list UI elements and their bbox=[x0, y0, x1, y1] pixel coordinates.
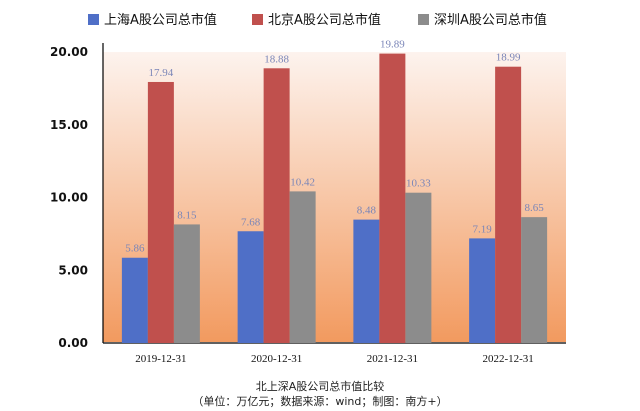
bar-1-3 bbox=[495, 66, 522, 344]
y-tick-label-3: 15.00 bbox=[50, 118, 88, 132]
x-tick-label-3: 2022-12-31 bbox=[482, 353, 533, 365]
value-label-2-1: 10.42 bbox=[290, 176, 315, 188]
value-labels: 5.86 17.94 8.15 7.68 18.88 10.42 8.48 19.89 10.3… bbox=[125, 39, 544, 255]
bar-0-3 bbox=[469, 238, 496, 343]
bar-chart: 上海A股公司总市值 北京A股公司总市值 深圳A股公司总市值 0.00 5.00 10.0… bbox=[50, 12, 566, 365]
y-tick-label-1: 5.00 bbox=[58, 263, 88, 277]
value-label-1-3: 18.99 bbox=[496, 52, 521, 64]
legend-swatch-2 bbox=[418, 14, 429, 25]
bar-0-0 bbox=[121, 257, 148, 343]
chart-caption-note: （单位：万亿元；数据来源：wind；制图：南方+） bbox=[192, 395, 448, 408]
bar-2-1 bbox=[289, 191, 316, 343]
legend: 上海A股公司总市值 北京A股公司总市值 深圳A股公司总市值 bbox=[88, 12, 547, 28]
value-label-0-1: 7.68 bbox=[241, 216, 261, 228]
value-label-0-0: 5.86 bbox=[125, 243, 145, 255]
legend-label-1: 北京A股公司总市值 bbox=[268, 12, 381, 28]
chart-caption-title: 北上深A股公司总市值比较 bbox=[255, 380, 385, 393]
value-label-2-2: 10.33 bbox=[406, 178, 431, 190]
legend-swatch-1 bbox=[252, 14, 263, 25]
value-label-1-1: 18.88 bbox=[264, 53, 289, 65]
value-label-1-0: 17.94 bbox=[149, 67, 174, 79]
bar-1-2 bbox=[379, 53, 406, 344]
value-label-0-2: 8.48 bbox=[357, 205, 377, 217]
y-tick-label-2: 10.00 bbox=[50, 191, 88, 205]
legend-label-2: 深圳A股公司总市值 bbox=[434, 12, 547, 28]
bar-1-1 bbox=[263, 68, 290, 344]
y-axis-ticks: 0.00 5.00 10.00 15.00 20.00 bbox=[50, 45, 88, 350]
value-label-2-3: 8.65 bbox=[525, 202, 545, 214]
bar-2-0 bbox=[173, 224, 200, 343]
bar-0-1 bbox=[237, 231, 264, 343]
x-axis-ticks: 2019-12-31 2020-12-31 2021-12-31 2022-12-31 bbox=[135, 353, 534, 365]
value-label-0-3: 7.19 bbox=[473, 223, 493, 235]
x-tick-label-2: 2021-12-31 bbox=[367, 353, 418, 365]
x-tick-label-1: 2020-12-31 bbox=[251, 353, 302, 365]
x-tick-label-0: 2019-12-31 bbox=[135, 353, 186, 365]
bar-1-0 bbox=[147, 81, 174, 344]
legend-swatch-0 bbox=[88, 14, 99, 25]
value-label-2-0: 8.15 bbox=[177, 209, 197, 221]
value-label-1-2: 19.89 bbox=[380, 39, 405, 51]
bar-0-2 bbox=[353, 219, 380, 343]
bar-2-2 bbox=[405, 192, 432, 343]
legend-label-0: 上海A股公司总市值 bbox=[104, 12, 217, 28]
bars bbox=[121, 53, 548, 344]
y-tick-label-4: 20.00 bbox=[50, 45, 88, 59]
bar-2-3 bbox=[521, 217, 548, 343]
y-tick-label-0: 0.00 bbox=[58, 336, 88, 350]
